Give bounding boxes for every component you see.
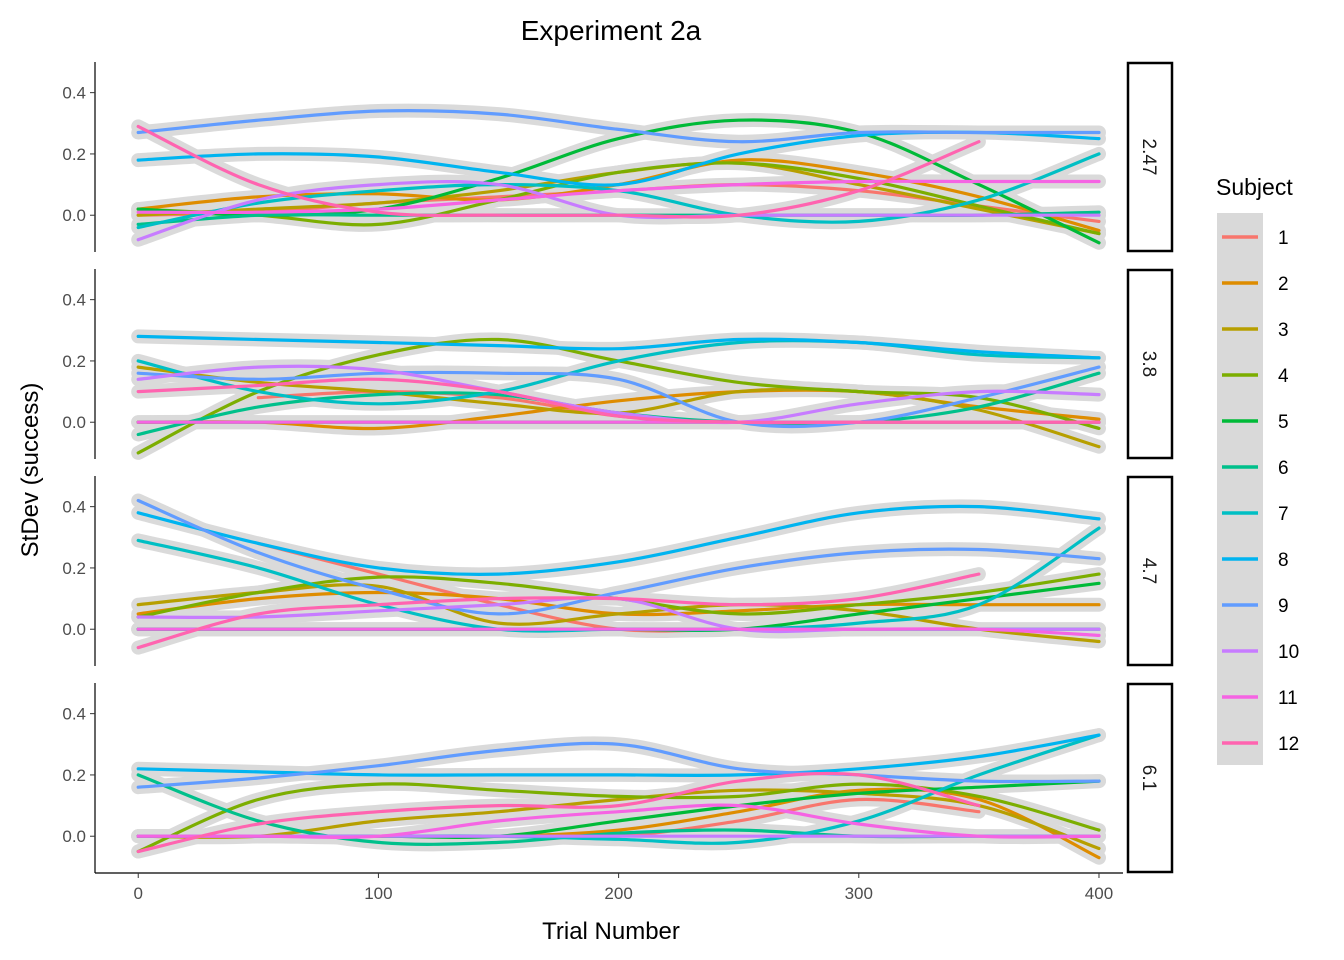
panel-3.8: 0.0 0.2 0.4 3.8 xyxy=(62,268,1174,460)
legend-label-subject-5: 5 xyxy=(1278,412,1289,433)
y-tick-label: 0.4 xyxy=(62,705,86,724)
series-line-subject-9 xyxy=(136,498,1101,616)
series-line-subject-11 xyxy=(136,803,1101,839)
legend-label-subject-7: 7 xyxy=(1278,504,1289,525)
y-tick-label: 0.2 xyxy=(62,766,86,785)
facet-panels: 0.00.20.42.470.00.20.43.80.00.20.44.70.0… xyxy=(62,61,1174,874)
facet-strip-label: 4.7 xyxy=(1138,558,1159,584)
series-line-subject-8 xyxy=(136,334,1101,360)
y-tick-label: 0.2 xyxy=(62,559,86,578)
y-tick-label: 0.0 xyxy=(62,620,86,639)
series-line-subject-12 xyxy=(136,771,981,854)
panel-4.7: 0.0 0.2 0.4 4.7 xyxy=(62,475,1174,667)
series-line-subject-11 xyxy=(136,627,1101,637)
y-tick-label: 0.0 xyxy=(62,413,86,432)
legend-label-subject-1: 1 xyxy=(1278,228,1289,249)
legend-label-subject-10: 10 xyxy=(1278,642,1299,663)
y-tick-label: 0.0 xyxy=(62,206,86,225)
series-line-subject-10 xyxy=(136,364,1101,425)
series-line-subject-11 xyxy=(136,179,1101,215)
series-line-subject-12 xyxy=(136,124,981,219)
y-tick-label: 0.0 xyxy=(62,827,86,846)
x-tick-label: 400 xyxy=(1085,884,1113,903)
series-line-subject-12 xyxy=(136,377,1101,425)
facet-strip xyxy=(1126,475,1174,667)
legend-label-subject-2: 2 xyxy=(1278,274,1289,295)
x-tick-label: 300 xyxy=(845,884,873,903)
y-tick-label: 0.4 xyxy=(62,84,86,103)
panel-6.1: 0.0 0.2 0.4 6.1 xyxy=(62,682,1174,874)
series-line-subject-9 xyxy=(136,741,1101,789)
legend-label-subject-4: 4 xyxy=(1278,366,1289,387)
x-tick-label: 100 xyxy=(364,884,392,903)
legend-label-subject-6: 6 xyxy=(1278,458,1289,479)
chart-title: Experiment 2a xyxy=(521,15,702,46)
y-tick-label: 0.2 xyxy=(62,352,86,371)
facet-strip-label: 3.8 xyxy=(1138,351,1159,377)
legend-title: Subject xyxy=(1216,174,1293,200)
series-line-subject-12 xyxy=(136,572,981,650)
x-tick-label: 200 xyxy=(604,884,632,903)
series-line-subject-8 xyxy=(136,504,1101,576)
panel-2.47: 0.0 0.2 0.4 2.47 xyxy=(62,61,1174,253)
x-tick-label: 0 xyxy=(133,884,142,903)
series-line-subject-7 xyxy=(136,339,1101,406)
legend-label-subject-11: 11 xyxy=(1278,688,1298,709)
facet-strip xyxy=(1126,268,1174,460)
facet-strip xyxy=(1126,682,1174,874)
legend-label-subject-8: 8 xyxy=(1278,550,1289,571)
y-tick-label: 0.4 xyxy=(62,498,86,517)
y-axis-title: StDev (success) xyxy=(17,383,44,558)
facet-strip xyxy=(1126,61,1174,253)
legend-label-subject-12: 12 xyxy=(1278,734,1299,755)
x-axis-title: Trial Number xyxy=(542,918,680,945)
legend-key-background xyxy=(1217,213,1263,765)
series-line-subject-9 xyxy=(136,109,1101,144)
legend-label-subject-9: 9 xyxy=(1278,596,1289,617)
series-line-subject-3 xyxy=(136,583,1101,644)
series-line-subject-9 xyxy=(136,365,1101,429)
facet-strip-label: 6.1 xyxy=(1138,765,1159,791)
y-tick-label: 0.4 xyxy=(62,291,86,310)
series-line-subject-3 xyxy=(136,788,1101,851)
legend-label-subject-3: 3 xyxy=(1278,320,1289,341)
y-tick-label: 0.2 xyxy=(62,145,86,164)
series-line-subject-4 xyxy=(136,782,1101,854)
facet-strip-label: 2.47 xyxy=(1138,139,1159,176)
x-axis: 0 100 200 300 400 xyxy=(95,872,1123,903)
series-line-subject-4 xyxy=(136,161,1101,236)
